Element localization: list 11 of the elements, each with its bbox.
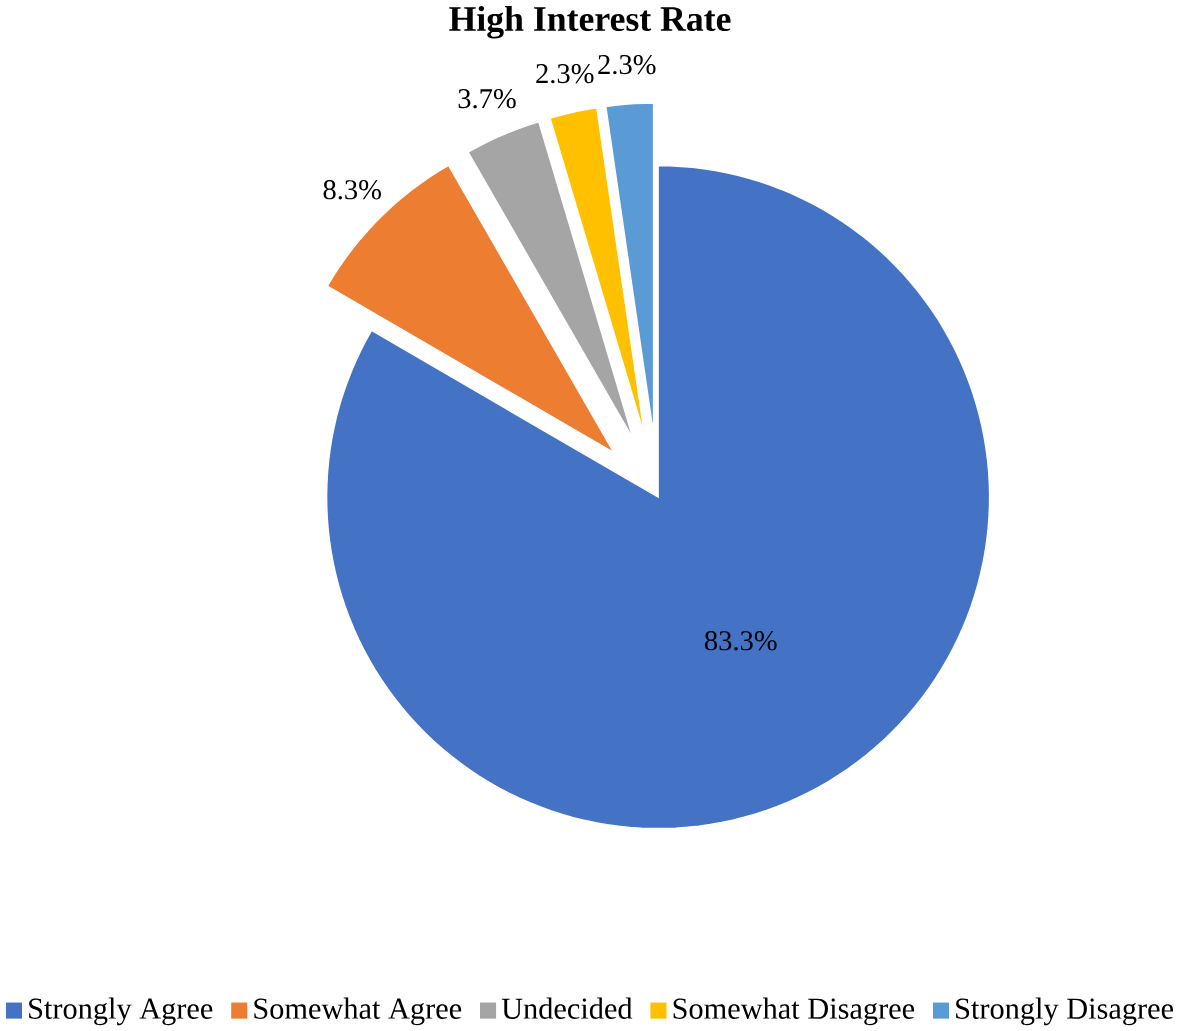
data-label: 8.3% (323, 180, 381, 200)
data-label: 2.3% (536, 63, 594, 84)
chart-title: High Interest Rate (449, 5, 731, 39)
legend-label: Somewhat Disagree (673, 997, 915, 1026)
data-label: 2.3% (598, 54, 656, 75)
legend-label: Somewhat Agree (254, 997, 462, 1026)
legend-label: Strongly Agree (29, 997, 213, 1026)
legend-label: Undecided (501, 997, 633, 1019)
legend-label: Strongly Disagree (956, 997, 1174, 1026)
data-label: 3.7% (458, 88, 516, 109)
data-label: 83.3% (704, 631, 777, 651)
